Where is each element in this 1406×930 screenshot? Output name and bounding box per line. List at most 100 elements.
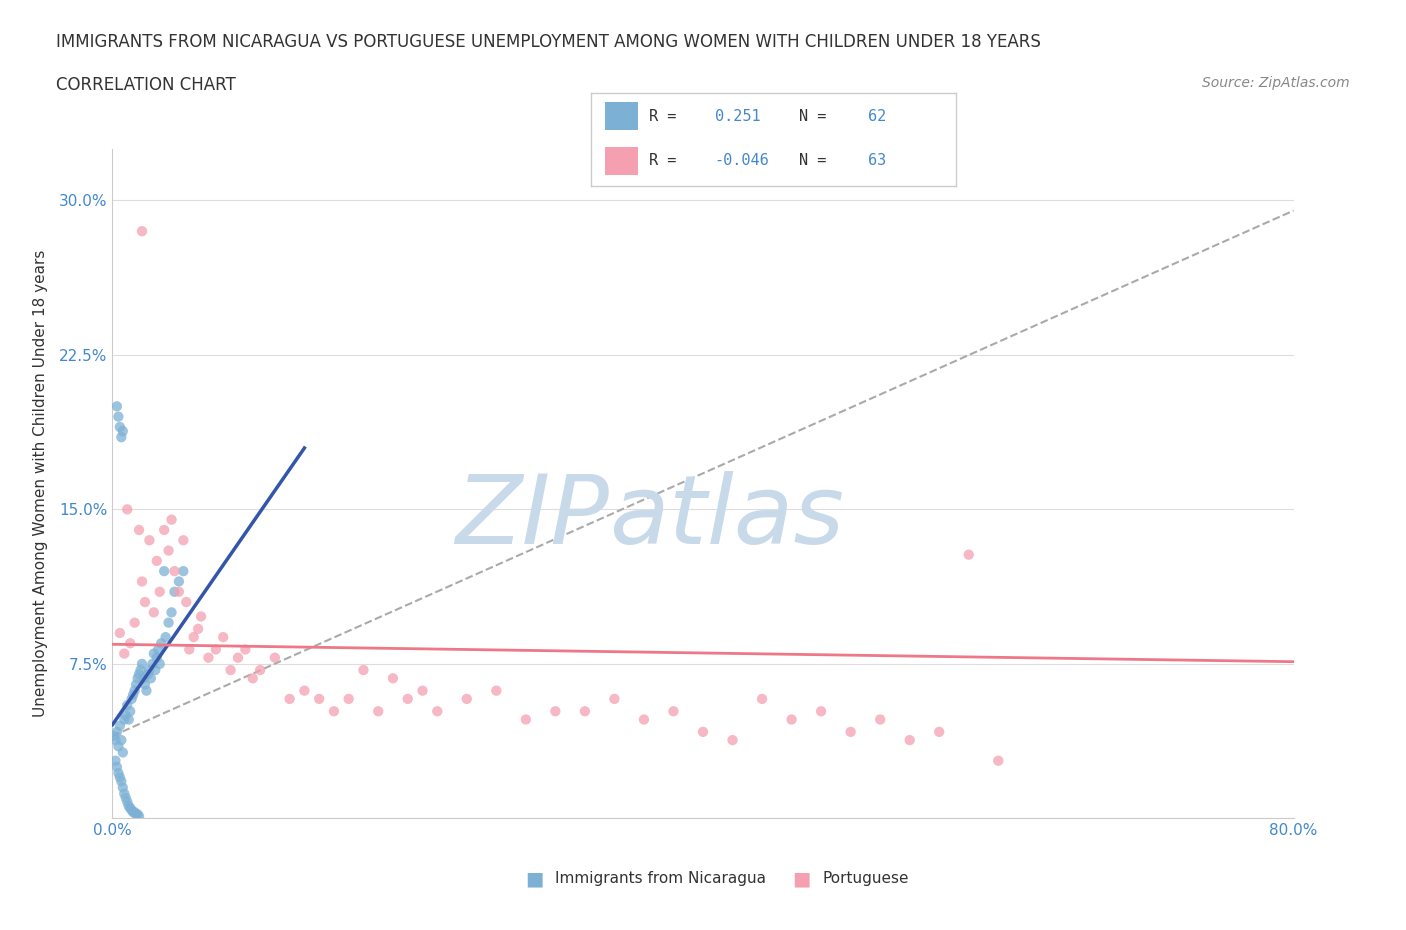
Point <box>179 642 201 657</box>
Point <box>105 724 128 739</box>
Text: ■: ■ <box>524 870 544 888</box>
Point <box>323 704 346 719</box>
Point <box>987 753 1010 768</box>
Point <box>127 671 149 685</box>
Point <box>110 733 132 748</box>
Point <box>367 704 389 719</box>
Point <box>456 692 478 707</box>
Point <box>233 642 256 657</box>
Point <box>308 692 330 707</box>
Point <box>124 616 146 631</box>
Point <box>139 671 162 685</box>
Y-axis label: Unemployment Among Women with Children Under 18 years: Unemployment Among Women with Children U… <box>32 250 48 717</box>
Point <box>128 809 150 824</box>
Point <box>122 804 145 819</box>
Point <box>107 409 129 424</box>
Point <box>128 667 150 682</box>
Point <box>142 646 165 661</box>
Point <box>127 807 149 822</box>
Point <box>544 704 567 719</box>
Text: N =: N = <box>799 109 835 124</box>
Point <box>143 662 166 677</box>
Point <box>515 712 537 727</box>
Point <box>153 564 176 578</box>
Point <box>157 616 180 631</box>
Point <box>149 657 172 671</box>
Point <box>107 765 129 780</box>
Point <box>212 630 235 644</box>
Point <box>751 692 773 707</box>
Point <box>108 718 131 733</box>
Point <box>111 424 134 439</box>
Point <box>153 523 176 538</box>
Point <box>104 733 127 748</box>
Point <box>105 760 128 775</box>
Point <box>485 684 508 698</box>
Point <box>167 584 190 599</box>
Point <box>146 650 169 665</box>
Point <box>249 662 271 677</box>
Point <box>134 594 156 609</box>
Point <box>426 704 449 719</box>
Point <box>869 712 891 727</box>
Point <box>112 712 135 727</box>
Point <box>132 671 155 685</box>
Point <box>603 692 626 707</box>
Point <box>205 642 228 657</box>
Point <box>160 512 183 527</box>
Point <box>148 642 170 657</box>
Point <box>292 684 315 698</box>
Point <box>112 646 135 661</box>
Point <box>120 636 142 651</box>
Point <box>633 712 655 727</box>
Point <box>155 630 177 644</box>
Point <box>121 692 143 707</box>
Point <box>163 564 186 578</box>
Point <box>124 684 146 698</box>
Point <box>134 677 156 692</box>
Point <box>810 704 832 719</box>
Point <box>114 708 136 723</box>
Point <box>111 745 134 760</box>
Point <box>278 692 301 707</box>
Text: -0.046: -0.046 <box>714 153 769 168</box>
Point <box>172 533 194 548</box>
Point <box>574 704 596 719</box>
Text: N =: N = <box>799 153 835 168</box>
Point <box>141 657 163 671</box>
Point <box>136 667 159 682</box>
Point <box>242 671 264 685</box>
Point <box>111 780 134 795</box>
Point <box>121 803 143 817</box>
Point <box>118 712 141 727</box>
Point <box>110 430 132 445</box>
Point <box>138 662 160 677</box>
Point <box>131 224 153 239</box>
Point <box>142 604 165 619</box>
Point <box>124 804 146 819</box>
Point <box>172 564 194 578</box>
Point <box>131 574 153 589</box>
Point <box>122 687 145 702</box>
Point <box>219 662 242 677</box>
Point <box>118 799 141 814</box>
Point <box>157 543 180 558</box>
Point <box>146 553 169 568</box>
Point <box>125 677 148 692</box>
Text: 63: 63 <box>869 153 887 168</box>
Point <box>928 724 950 739</box>
Point <box>167 574 190 589</box>
Point <box>662 704 685 719</box>
Point <box>117 794 138 809</box>
Text: ■: ■ <box>792 870 811 888</box>
Point <box>129 662 152 677</box>
Point <box>114 790 136 805</box>
Point <box>117 698 138 712</box>
Bar <box>605 147 638 175</box>
Text: R =: R = <box>650 109 686 124</box>
Point <box>396 692 419 707</box>
Point <box>839 724 862 739</box>
Point <box>160 604 183 619</box>
Point <box>117 502 138 517</box>
Point <box>112 786 135 801</box>
